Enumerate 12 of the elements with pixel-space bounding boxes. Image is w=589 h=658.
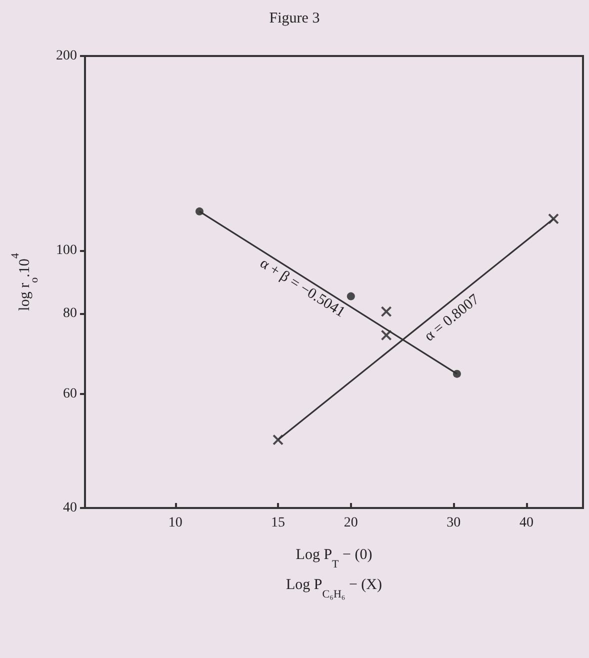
- x-tick-label: 10: [168, 516, 182, 530]
- y-axis-title: log ro.104: [10, 252, 40, 311]
- x-tick-label: 15: [271, 516, 286, 530]
- y-tick-label: 100: [56, 243, 77, 258]
- y-tick-label: 60: [63, 386, 77, 402]
- chart-title: Figure 3: [269, 10, 320, 26]
- y-tick-label: 80: [63, 306, 77, 321]
- x-tick-label: 20: [344, 516, 358, 530]
- y-tick-label: 40: [63, 500, 77, 516]
- x-tick-label: 40: [519, 516, 534, 530]
- x-tick-label: 30: [446, 516, 461, 530]
- y-tick-label: 200: [56, 48, 77, 64]
